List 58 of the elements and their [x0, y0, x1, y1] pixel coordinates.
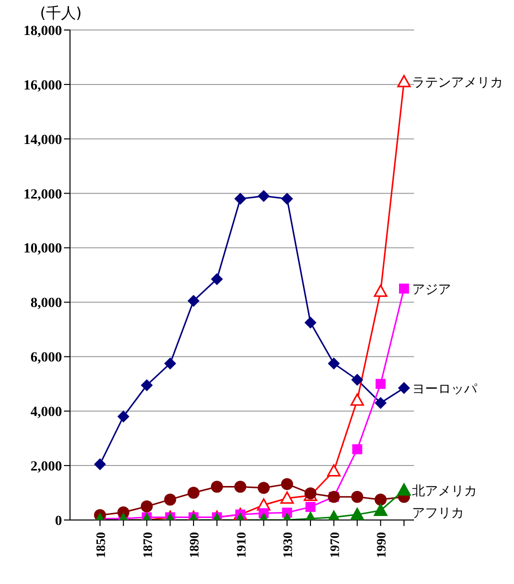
- point: [164, 357, 176, 370]
- point: [188, 486, 200, 499]
- x-tick-label: 1930: [280, 532, 296, 558]
- y-tick-label: 10,000: [24, 242, 62, 257]
- x-tick-label: 1890: [186, 532, 202, 558]
- point: [397, 483, 411, 496]
- point: [234, 192, 246, 205]
- point: [164, 494, 176, 506]
- y-tick-label: 8,000: [30, 296, 62, 312]
- x-tick-label: 1870: [140, 532, 155, 558]
- y-tick-label: 18,000: [24, 24, 62, 39]
- point: [327, 464, 341, 477]
- point: [281, 192, 294, 205]
- point: [140, 379, 153, 392]
- point: [305, 502, 316, 512]
- point: [258, 190, 270, 202]
- point: [397, 74, 411, 88]
- y-tick-label: 0: [55, 514, 62, 529]
- point: [94, 458, 106, 470]
- y-tick-label: 4,000: [30, 405, 62, 420]
- x-tick-label: 1910: [233, 532, 248, 558]
- series-label: 北アメリカ: [412, 484, 477, 500]
- point: [188, 294, 200, 307]
- point: [328, 357, 340, 370]
- point: [210, 273, 223, 286]
- point: [140, 500, 153, 512]
- point: [234, 480, 246, 493]
- series-label: アフリカ: [412, 506, 464, 522]
- y-axis-title: (千人): [40, 4, 82, 23]
- point: [280, 491, 294, 504]
- point: [352, 444, 362, 454]
- point: [304, 316, 316, 329]
- series-label: ラテンアメリカ: [412, 76, 503, 91]
- x-tick-label: 1970: [326, 532, 342, 558]
- x-tick-label: 1990: [374, 532, 389, 558]
- point: [281, 478, 294, 490]
- series-label: アジア: [412, 282, 451, 298]
- point: [258, 482, 270, 494]
- point: [399, 284, 409, 294]
- point: [350, 393, 364, 406]
- series-label: ヨーロッパ: [412, 382, 478, 397]
- point: [117, 410, 130, 423]
- point: [374, 396, 387, 409]
- point: [398, 382, 410, 394]
- point: [351, 374, 364, 386]
- point: [374, 284, 388, 297]
- point: [351, 490, 364, 503]
- y-tick-label: 2,000: [30, 460, 62, 475]
- y-tick-label: 16,000: [24, 78, 62, 94]
- point: [210, 480, 223, 493]
- point: [350, 508, 364, 520]
- point: [376, 378, 386, 389]
- point: [374, 494, 387, 506]
- y-tick-label: 14,000: [24, 132, 62, 148]
- x-tick-label: 1850: [93, 532, 108, 558]
- point: [374, 504, 388, 516]
- y-tick-label: 6,000: [30, 350, 62, 366]
- y-tick-label: 12,000: [24, 187, 62, 202]
